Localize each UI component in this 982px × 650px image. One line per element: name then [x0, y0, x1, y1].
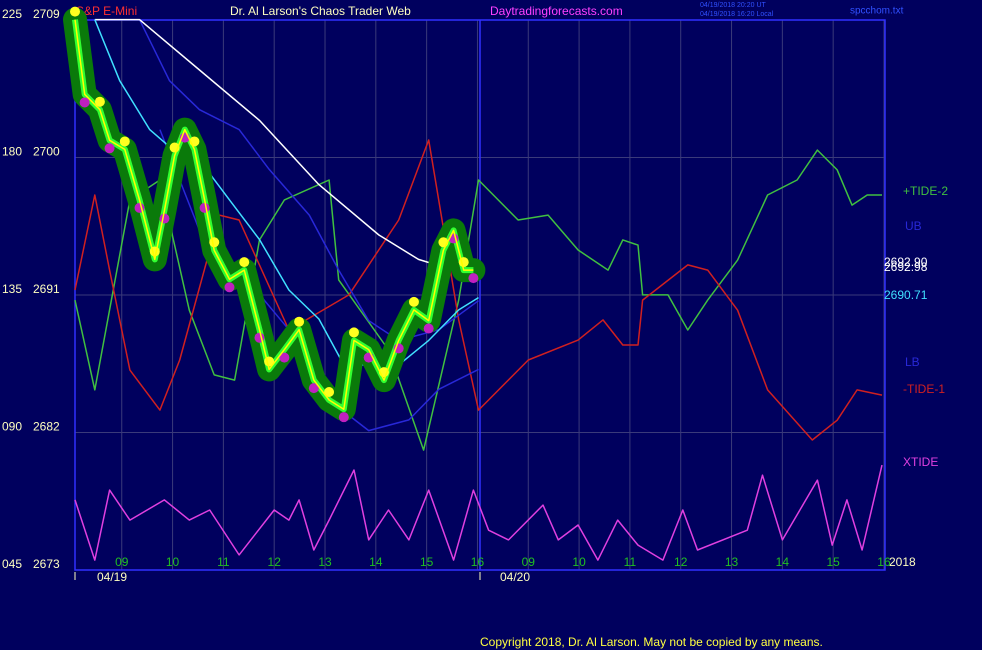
- series-label: XTIDE: [903, 455, 938, 469]
- y2-tick-label: 090: [2, 420, 22, 434]
- price-dot: [324, 387, 335, 397]
- x-tick-label: 12: [674, 555, 688, 569]
- date-label: 04/20: [500, 570, 530, 584]
- x-tick-label: 14: [776, 555, 790, 569]
- x-tick-label: 16: [877, 555, 891, 569]
- end-value-label: 2690.71: [884, 288, 928, 302]
- price-dot: [348, 327, 359, 338]
- price-dot: [70, 6, 80, 17]
- price-dot: [79, 97, 90, 108]
- x-tick-label: 15: [826, 555, 840, 569]
- y2-tick-label: 180: [2, 145, 22, 159]
- price-dot: [468, 273, 479, 284]
- x-tick-label: 13: [725, 555, 739, 569]
- x-tick-label: 15: [420, 555, 434, 569]
- chart-title: S&P E-Mini: [76, 4, 137, 18]
- price-dot: [239, 257, 250, 268]
- x-tick-label: 13: [318, 555, 332, 569]
- site-title: Dr. Al Larson's Chaos Trader Web: [230, 4, 411, 18]
- y2-tick-label: 135: [2, 282, 22, 296]
- y2-tick-label: 045: [2, 557, 22, 571]
- price-dot: [423, 323, 434, 334]
- y-tick-label: 2682: [33, 420, 60, 434]
- price-dot: [279, 352, 290, 363]
- end-value-label: 2692.90: [884, 255, 928, 269]
- price-dot: [338, 412, 349, 423]
- x-tick-label: 12: [268, 555, 282, 569]
- price-dot: [308, 383, 319, 394]
- series-line: [74, 19, 474, 410]
- price-dot: [199, 202, 210, 213]
- price-dot: [104, 143, 115, 154]
- y-tick-label: 2700: [33, 145, 60, 159]
- price-dot: [94, 96, 105, 107]
- series-label: UB: [905, 219, 922, 233]
- end-value-label: 2692.98: [884, 260, 928, 274]
- price-dot: [408, 296, 419, 307]
- x-tick-label: 10: [166, 555, 180, 569]
- price-dot: [224, 282, 235, 293]
- x-tick-label: 14: [369, 555, 383, 569]
- y-tick-label: 2709: [33, 7, 60, 21]
- series-line: [94, 19, 479, 366]
- series-line: [74, 464, 883, 561]
- x-tick-label: 10: [572, 555, 586, 569]
- x-tick-label: 11: [624, 555, 637, 569]
- y-tick-label: 2691: [33, 282, 60, 296]
- x-tick-label: 11: [217, 555, 230, 569]
- timestamp: 04/19/2018 16:20 Local: [700, 11, 774, 18]
- file-name: spcchom.txt: [850, 6, 904, 17]
- x-tick-label: 16: [471, 555, 485, 569]
- series-label: -TIDE-1: [903, 382, 945, 396]
- copyright: Copyright 2018, Dr. Al Larson. May not b…: [480, 635, 823, 649]
- y2-tick-label: 225: [2, 7, 22, 21]
- series-line: [74, 149, 882, 451]
- site-url: Daytradingforecasts.com: [490, 4, 623, 18]
- price-dot: [294, 316, 305, 327]
- price-dot: [209, 237, 220, 248]
- timestamp: 04/19/2018 20:20 UT: [700, 2, 766, 9]
- x-tick-label: 09: [522, 555, 536, 569]
- series-label: +TIDE-2: [903, 184, 948, 198]
- series-label: LB: [905, 355, 920, 369]
- price-dot: [159, 213, 170, 224]
- date-label: 04/19: [97, 570, 127, 584]
- y-tick-label: 2673: [33, 557, 60, 571]
- price-dot: [119, 136, 130, 147]
- series-line: [74, 139, 883, 441]
- x-tick-label: 09: [115, 555, 129, 569]
- year-label: 2018: [889, 555, 916, 569]
